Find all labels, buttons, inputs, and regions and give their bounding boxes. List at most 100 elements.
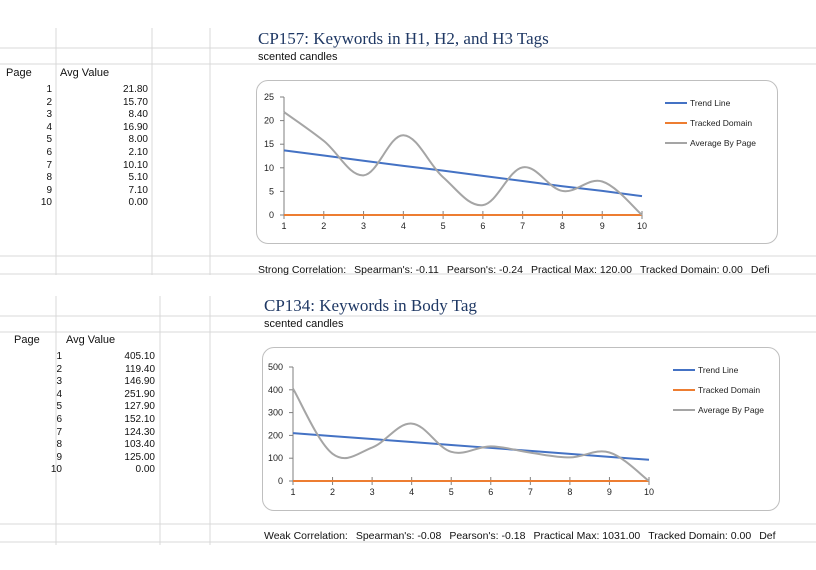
chart-subtitle: scented candles <box>264 318 344 330</box>
table-cell-page: 4 <box>56 388 62 400</box>
y-tick-label: 20 <box>264 116 274 126</box>
table-cell-avg: 251.90 <box>124 388 155 400</box>
y-tick-label: 15 <box>264 139 274 149</box>
table-cell-avg: 21.80 <box>122 84 148 95</box>
legend-label-trend-line: Trend Line <box>698 365 739 375</box>
y-tick-label: 10 <box>264 163 274 173</box>
tracked-domain-value: Tracked Domain: 0.00 <box>639 264 743 276</box>
table-cell-avg: 127.90 <box>124 401 155 413</box>
x-tick-label: 1 <box>290 487 295 497</box>
table-cell-avg: 5.10 <box>128 172 148 184</box>
x-tick-label: 4 <box>409 487 414 497</box>
x-tick-label: 5 <box>441 221 446 231</box>
x-tick-label: 8 <box>560 221 565 231</box>
practical-max-value: Practical Max: 120.00 <box>530 264 632 276</box>
avg-value-column-header: Avg Value <box>66 334 116 346</box>
pearson-value: Pearson's: -0.18 <box>449 530 526 542</box>
x-tick-label: 9 <box>600 221 605 231</box>
table-cell-page: 4 <box>46 121 52 133</box>
truncated-label: Defi <box>750 264 770 276</box>
series-line-average-by-page <box>283 111 643 216</box>
chart-title: CP157: Keywords in H1, H2, and H3 Tags <box>258 29 549 48</box>
avg-value-column-header: Avg Value <box>60 67 110 79</box>
chart-subtitle: scented candles <box>258 51 338 63</box>
table-cell-avg: 124.30 <box>124 426 155 438</box>
series-line-trend-line <box>283 149 643 198</box>
y-tick-label: 100 <box>268 453 283 463</box>
table-cell-avg: 8.00 <box>128 134 148 146</box>
x-tick-label: 8 <box>567 487 572 497</box>
spearman-value: Spearman's: -0.08 <box>355 530 442 542</box>
y-tick-label: 500 <box>268 362 283 372</box>
series-line-average-by-page <box>292 388 650 482</box>
y-tick-label: 300 <box>268 408 283 418</box>
table-cell-page: 9 <box>46 184 52 196</box>
table-cell-avg: 146.90 <box>124 376 155 388</box>
legend-label-trend-line: Trend Line <box>690 98 731 108</box>
chart-title: CP134: Keywords in Body Tag <box>264 296 477 315</box>
table-cell-page: 10 <box>40 197 52 209</box>
page-column-header: Page <box>14 334 40 346</box>
table-cell-avg: 0.00 <box>128 197 148 209</box>
line-chart: 0 100 200 300 400 500 1 2 3 4 5 6 7 8 9 10 Trend Line Tra… <box>268 362 764 497</box>
truncated-label: Def <box>759 530 776 542</box>
table-cell-avg: 15.70 <box>122 96 148 108</box>
x-tick-label: 3 <box>370 487 375 497</box>
table-cell-page: 2 <box>46 96 52 108</box>
y-tick-label: 0 <box>278 476 283 486</box>
x-tick-label: 4 <box>401 221 406 231</box>
line-chart: 0 5 10 15 20 25 1 2 3 4 5 6 7 8 9 10 Trend Line Tracked D… <box>264 92 756 231</box>
table-cell-avg: 0.00 <box>135 464 155 476</box>
table-cell-avg: 119.40 <box>125 363 155 375</box>
correlation-label: Strong Correlation: <box>258 264 347 276</box>
table-cell-page: 6 <box>56 414 62 425</box>
stats-footer: Weak Correlation: Spearman's: -0.08 Pearso… <box>264 530 816 542</box>
legend-label-average-by-page: Average By Page <box>698 405 764 415</box>
table-cell-avg: 8.40 <box>128 109 148 121</box>
pearson-value: Pearson's: -0.24 <box>446 264 523 276</box>
table-cell-avg: 7.10 <box>128 184 148 196</box>
tracked-domain-value: Tracked Domain: 0.00 <box>648 530 752 542</box>
x-tick-label: 9 <box>607 487 612 497</box>
table-cell-page: 7 <box>56 426 62 438</box>
table-cell-page: 8 <box>56 439 62 451</box>
x-tick-label: 7 <box>528 487 533 497</box>
table-cell-page: 10 <box>50 464 62 476</box>
table-cell-avg: 125.00 <box>124 451 155 463</box>
practical-max-value: Practical Max: 1031.00 <box>533 530 641 542</box>
x-tick-label: 6 <box>488 487 493 497</box>
legend-label-average-by-page: Average By Page <box>690 138 756 148</box>
stats-footer: Strong Correlation: Spearman's: -0.11 Pear… <box>258 264 816 276</box>
x-tick-label: 2 <box>321 221 326 231</box>
y-tick-label: 200 <box>268 430 283 440</box>
x-tick-label: 7 <box>520 221 525 231</box>
chart-area: 0 5 10 15 20 25 1 2 3 4 5 6 7 8 9 10 Trend Line Tracked D… <box>256 80 778 244</box>
x-tick-label: 10 <box>644 487 654 497</box>
y-tick-label: 0 <box>269 210 274 220</box>
table-cell-page: 9 <box>56 451 62 463</box>
x-tick-label: 2 <box>330 487 335 497</box>
y-tick-label: 5 <box>269 186 274 196</box>
table-cell-avg: 152.10 <box>124 414 155 425</box>
table-cell-page: 1 <box>56 351 62 362</box>
y-tick-label: 400 <box>268 385 283 395</box>
spearman-value: Spearman's: -0.11 <box>354 264 439 276</box>
table-cell-page: 6 <box>46 147 52 158</box>
x-tick-label: 6 <box>480 221 485 231</box>
table-cell-avg: 16.90 <box>122 121 148 133</box>
table-cell-page: 5 <box>46 134 52 146</box>
table-cell-page: 3 <box>56 376 62 388</box>
legend-label-tracked-domain: Tracked Domain <box>690 118 752 128</box>
table-cell-page: 7 <box>46 159 52 171</box>
table-cell-page: 2 <box>56 363 62 375</box>
page-column-header: Page <box>6 67 32 79</box>
chart-area: 0 100 200 300 400 500 1 2 3 4 5 6 7 8 9 10 Trend Line Tra… <box>262 347 780 511</box>
table-cell-page: 5 <box>56 401 62 413</box>
table-cell-page: 1 <box>46 84 52 95</box>
table-cell-avg: 405.10 <box>124 351 155 362</box>
x-tick-label: 10 <box>637 221 647 231</box>
table-cell-avg: 2.10 <box>128 147 148 158</box>
y-tick-label: 25 <box>264 92 274 102</box>
x-tick-label: 3 <box>361 221 366 231</box>
table-cell-page: 3 <box>46 109 52 121</box>
